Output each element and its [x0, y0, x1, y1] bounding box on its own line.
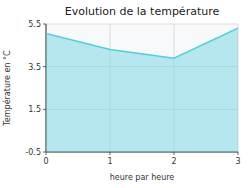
tick-label: 1: [107, 157, 112, 166]
axes: -0.5 1.5 3.5 5.5 0 1 2 3: [25, 20, 240, 166]
grid: [46, 24, 238, 152]
tick-label: -0.5: [25, 148, 41, 157]
chart: -0.5 1.5 3.5 5.5 0 1 2 3 Evolution de la tempéra…: [0, 0, 250, 188]
y-axis-label: Température en °C: [2, 50, 12, 127]
tick-label: 1.5: [28, 105, 41, 114]
series: [46, 28, 238, 152]
tick-label: 3: [235, 157, 240, 166]
x-axis-label: heure par heure: [110, 173, 175, 182]
tick-label: 0: [43, 157, 48, 166]
tick-label: 3.5: [28, 63, 41, 72]
area: [46, 28, 238, 152]
plot-area: [46, 24, 238, 152]
tick-label: 2: [171, 157, 176, 166]
line: [46, 28, 238, 58]
tick-label: 5.5: [28, 20, 41, 29]
title: Evolution de la température: [65, 5, 220, 18]
grid-line: [46, 24, 238, 25]
